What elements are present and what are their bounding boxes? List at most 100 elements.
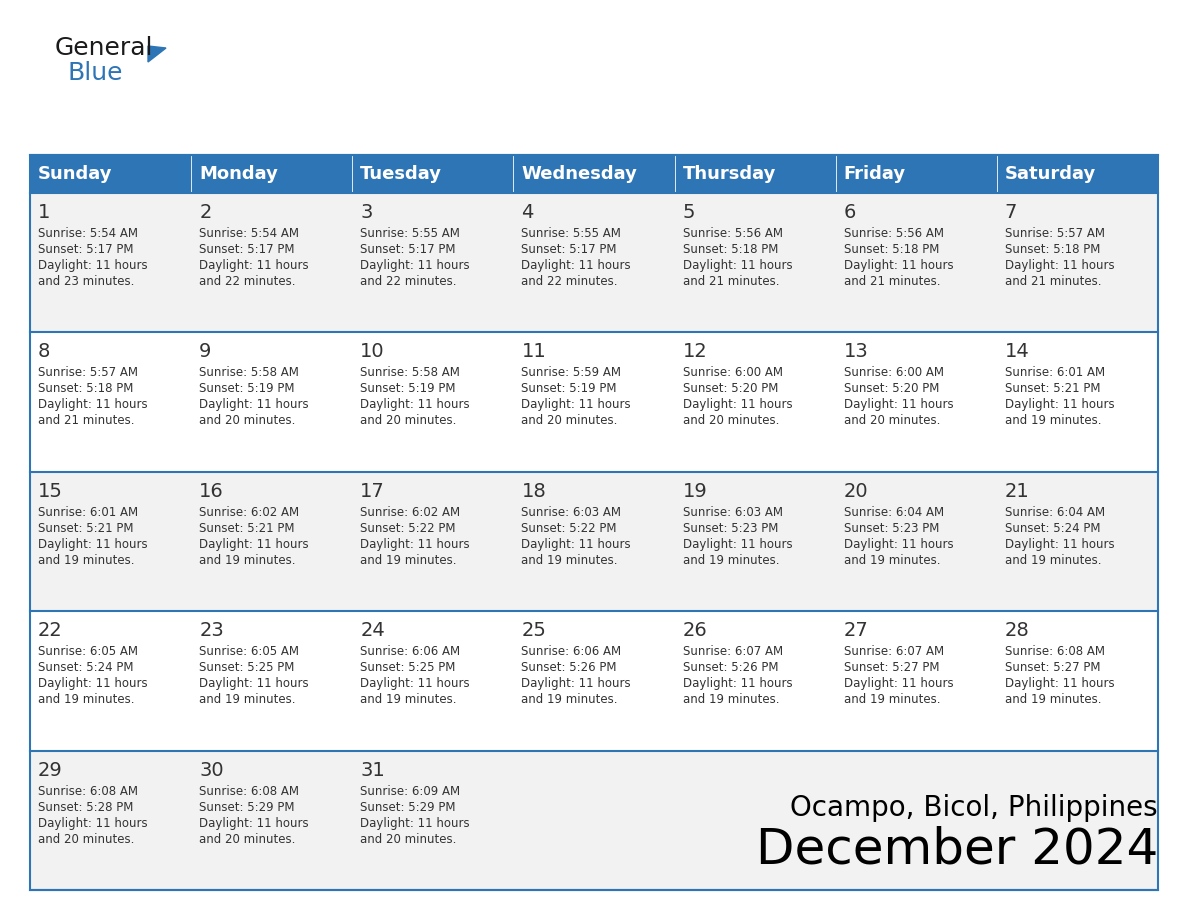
Text: Daylight: 11 hours: Daylight: 11 hours [200, 817, 309, 830]
Text: Sunrise: 6:08 AM: Sunrise: 6:08 AM [1005, 645, 1105, 658]
Bar [513, 751, 675, 890]
Text: Sunrise: 6:05 AM: Sunrise: 6:05 AM [38, 645, 138, 658]
Text: and 19 minutes.: and 19 minutes. [38, 554, 134, 566]
Text: Sunrise: 6:04 AM: Sunrise: 6:04 AM [843, 506, 943, 519]
Text: Monday: Monday [200, 165, 278, 183]
Text: Sunset: 5:28 PM: Sunset: 5:28 PM [38, 800, 133, 813]
Text: Sunset: 5:17 PM: Sunset: 5:17 PM [360, 243, 456, 256]
Text: Daylight: 11 hours: Daylight: 11 hours [1005, 398, 1114, 411]
Text: 21: 21 [1005, 482, 1030, 501]
Text: 15: 15 [38, 482, 63, 501]
Text: 14: 14 [1005, 342, 1030, 362]
Text: and 19 minutes.: and 19 minutes. [38, 693, 134, 706]
Text: and 20 minutes.: and 20 minutes. [360, 833, 456, 845]
Text: Sunrise: 6:01 AM: Sunrise: 6:01 AM [1005, 366, 1105, 379]
Text: Daylight: 11 hours: Daylight: 11 hours [522, 259, 631, 272]
Text: and 20 minutes.: and 20 minutes. [200, 414, 296, 428]
Text: and 20 minutes.: and 20 minutes. [683, 414, 779, 428]
Text: Sunrise: 5:56 AM: Sunrise: 5:56 AM [843, 227, 943, 240]
Text: 10: 10 [360, 342, 385, 362]
Text: Daylight: 11 hours: Daylight: 11 hours [38, 259, 147, 272]
Text: Thursday: Thursday [683, 165, 776, 183]
Text: 30: 30 [200, 761, 223, 779]
Text: Sunrise: 6:02 AM: Sunrise: 6:02 AM [200, 506, 299, 519]
Text: 26: 26 [683, 621, 707, 640]
Bar [513, 332, 675, 472]
Text: Sunrise: 5:54 AM: Sunrise: 5:54 AM [38, 227, 138, 240]
Text: Daylight: 11 hours: Daylight: 11 hours [38, 677, 147, 690]
Text: Sunrise: 6:08 AM: Sunrise: 6:08 AM [38, 785, 138, 798]
Bar [675, 751, 835, 890]
Text: 17: 17 [360, 482, 385, 501]
Text: Sunset: 5:24 PM: Sunset: 5:24 PM [1005, 521, 1100, 535]
Bar [835, 472, 997, 611]
Bar [675, 472, 835, 611]
Text: Sunset: 5:18 PM: Sunset: 5:18 PM [683, 243, 778, 256]
Text: Daylight: 11 hours: Daylight: 11 hours [843, 677, 953, 690]
Text: Daylight: 11 hours: Daylight: 11 hours [843, 398, 953, 411]
Text: Sunrise: 5:57 AM: Sunrise: 5:57 AM [38, 366, 138, 379]
Text: Daylight: 11 hours: Daylight: 11 hours [360, 677, 470, 690]
Text: Daylight: 11 hours: Daylight: 11 hours [360, 398, 470, 411]
Bar [835, 751, 997, 890]
Bar [30, 472, 191, 611]
Text: Sunrise: 6:07 AM: Sunrise: 6:07 AM [843, 645, 943, 658]
Bar [835, 155, 997, 193]
Text: Daylight: 11 hours: Daylight: 11 hours [200, 398, 309, 411]
Text: December 2024: December 2024 [756, 826, 1158, 874]
Bar [997, 751, 1158, 890]
Text: 24: 24 [360, 621, 385, 640]
Text: 7: 7 [1005, 203, 1017, 222]
Text: Sunset: 5:29 PM: Sunset: 5:29 PM [200, 800, 295, 813]
Bar [191, 472, 353, 611]
Bar [513, 611, 675, 751]
Text: Sunrise: 5:56 AM: Sunrise: 5:56 AM [683, 227, 783, 240]
Text: 31: 31 [360, 761, 385, 779]
Text: Sunset: 5:21 PM: Sunset: 5:21 PM [1005, 383, 1100, 396]
Text: Sunrise: 6:02 AM: Sunrise: 6:02 AM [360, 506, 461, 519]
Text: 18: 18 [522, 482, 546, 501]
Bar [513, 472, 675, 611]
Text: 2: 2 [200, 203, 211, 222]
Bar [353, 193, 513, 332]
Text: 27: 27 [843, 621, 868, 640]
Text: Sunset: 5:22 PM: Sunset: 5:22 PM [360, 521, 456, 535]
Text: Sunset: 5:17 PM: Sunset: 5:17 PM [200, 243, 295, 256]
Bar [997, 193, 1158, 332]
Text: Daylight: 11 hours: Daylight: 11 hours [1005, 259, 1114, 272]
Text: 11: 11 [522, 342, 546, 362]
Text: Sunset: 5:25 PM: Sunset: 5:25 PM [200, 661, 295, 674]
Text: and 19 minutes.: and 19 minutes. [683, 693, 779, 706]
Text: Daylight: 11 hours: Daylight: 11 hours [200, 538, 309, 551]
Text: Daylight: 11 hours: Daylight: 11 hours [1005, 677, 1114, 690]
Text: 22: 22 [38, 621, 63, 640]
Text: Sunset: 5:27 PM: Sunset: 5:27 PM [1005, 661, 1100, 674]
Text: Sunset: 5:29 PM: Sunset: 5:29 PM [360, 800, 456, 813]
Text: Daylight: 11 hours: Daylight: 11 hours [843, 538, 953, 551]
Text: Sunrise: 5:55 AM: Sunrise: 5:55 AM [522, 227, 621, 240]
Text: Sunset: 5:18 PM: Sunset: 5:18 PM [843, 243, 939, 256]
Text: Daylight: 11 hours: Daylight: 11 hours [38, 398, 147, 411]
Text: and 21 minutes.: and 21 minutes. [1005, 275, 1101, 288]
Text: Daylight: 11 hours: Daylight: 11 hours [522, 677, 631, 690]
Text: and 19 minutes.: and 19 minutes. [843, 554, 940, 566]
Text: Tuesday: Tuesday [360, 165, 442, 183]
Text: Sunrise: 6:06 AM: Sunrise: 6:06 AM [522, 645, 621, 658]
Text: and 19 minutes.: and 19 minutes. [1005, 554, 1101, 566]
Text: Daylight: 11 hours: Daylight: 11 hours [843, 259, 953, 272]
Text: Sunset: 5:19 PM: Sunset: 5:19 PM [360, 383, 456, 396]
Text: Sunset: 5:25 PM: Sunset: 5:25 PM [360, 661, 456, 674]
Bar [30, 155, 1158, 890]
Text: 28: 28 [1005, 621, 1030, 640]
Text: 4: 4 [522, 203, 533, 222]
Text: Sunset: 5:24 PM: Sunset: 5:24 PM [38, 661, 133, 674]
Text: and 19 minutes.: and 19 minutes. [200, 693, 296, 706]
Text: Daylight: 11 hours: Daylight: 11 hours [1005, 538, 1114, 551]
Text: and 19 minutes.: and 19 minutes. [360, 693, 456, 706]
Text: Sunset: 5:18 PM: Sunset: 5:18 PM [1005, 243, 1100, 256]
Bar [513, 193, 675, 332]
Text: 3: 3 [360, 203, 373, 222]
Text: Sunset: 5:23 PM: Sunset: 5:23 PM [843, 521, 939, 535]
Text: Sunset: 5:26 PM: Sunset: 5:26 PM [683, 661, 778, 674]
Text: and 22 minutes.: and 22 minutes. [360, 275, 456, 288]
